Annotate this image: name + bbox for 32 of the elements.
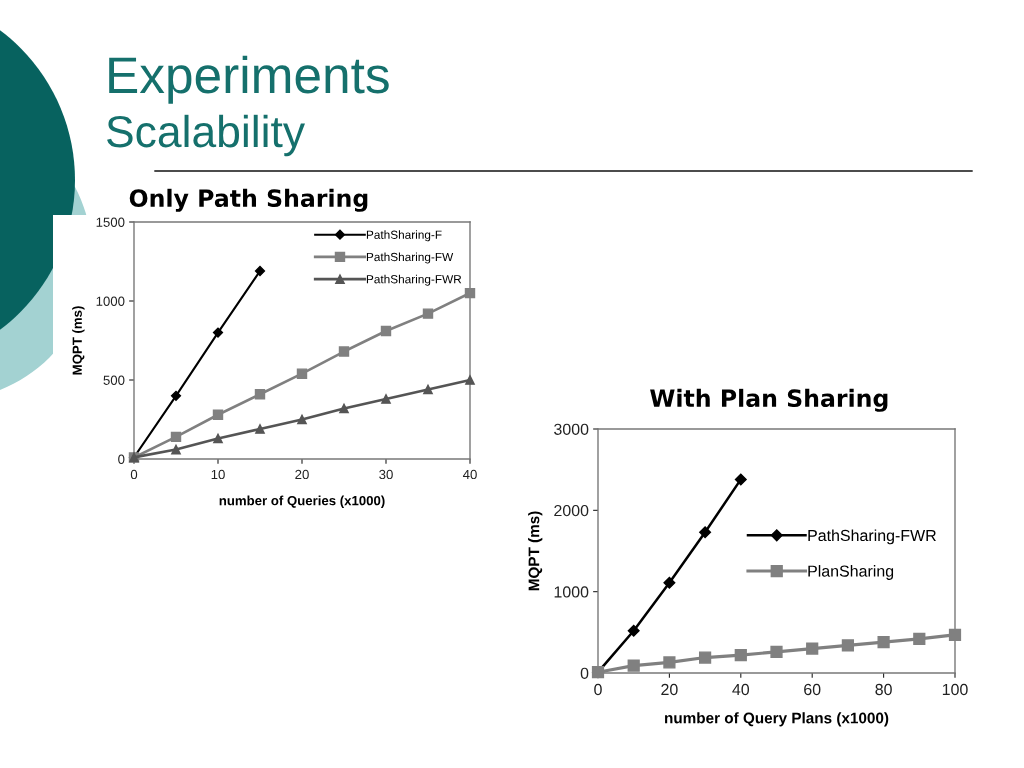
y-tick-label: 0	[118, 454, 125, 464]
y-tick-label: 2000	[554, 504, 589, 517]
x-tick-label: 20	[295, 469, 309, 480]
text: Scalability	[107, 114, 305, 157]
y-tick-label: 1500	[96, 217, 125, 227]
x-axis-title: number of Queries (x1000)	[219, 495, 385, 508]
x-tick-label: 0	[130, 469, 138, 480]
x-tick-label: 60	[804, 683, 821, 696]
legend-label: PathSharing-FWR	[808, 529, 936, 545]
x-tick-label: 0	[594, 683, 602, 696]
x-tick-label: 10	[211, 469, 225, 480]
x-tick-label: 20	[661, 683, 678, 696]
x-tick-label: 80	[875, 683, 892, 696]
legend-label: PathSharing-F	[366, 230, 442, 242]
chart-title: Only Path Sharing	[129, 188, 368, 212]
legend-label: PathSharing-FWR	[366, 274, 462, 286]
x-tick-label: 40	[462, 469, 477, 480]
x-tick-label: 40	[732, 683, 750, 696]
x-tick-label: 30	[379, 469, 393, 480]
y-tick-label: 3000	[554, 423, 589, 435]
chart-title: With Plan Sharing	[650, 388, 888, 412]
legend-label: PlanSharing	[808, 565, 894, 580]
x-axis-title: number of Query Plans (x1000)	[665, 712, 889, 727]
y-tick-label: 500	[103, 375, 125, 385]
x-tick-label: 100	[942, 683, 968, 696]
y-tick-label: 0	[580, 667, 589, 679]
legend-label: PathSharing-FW	[366, 252, 454, 264]
y-tick-label: 1000	[96, 296, 125, 306]
y-axis-title: MQPT (ms)	[72, 306, 85, 375]
text: Experiments	[109, 55, 389, 104]
y-tick-label: 1000	[554, 586, 589, 598]
y-axis-title: MQPT (ms)	[528, 511, 543, 591]
